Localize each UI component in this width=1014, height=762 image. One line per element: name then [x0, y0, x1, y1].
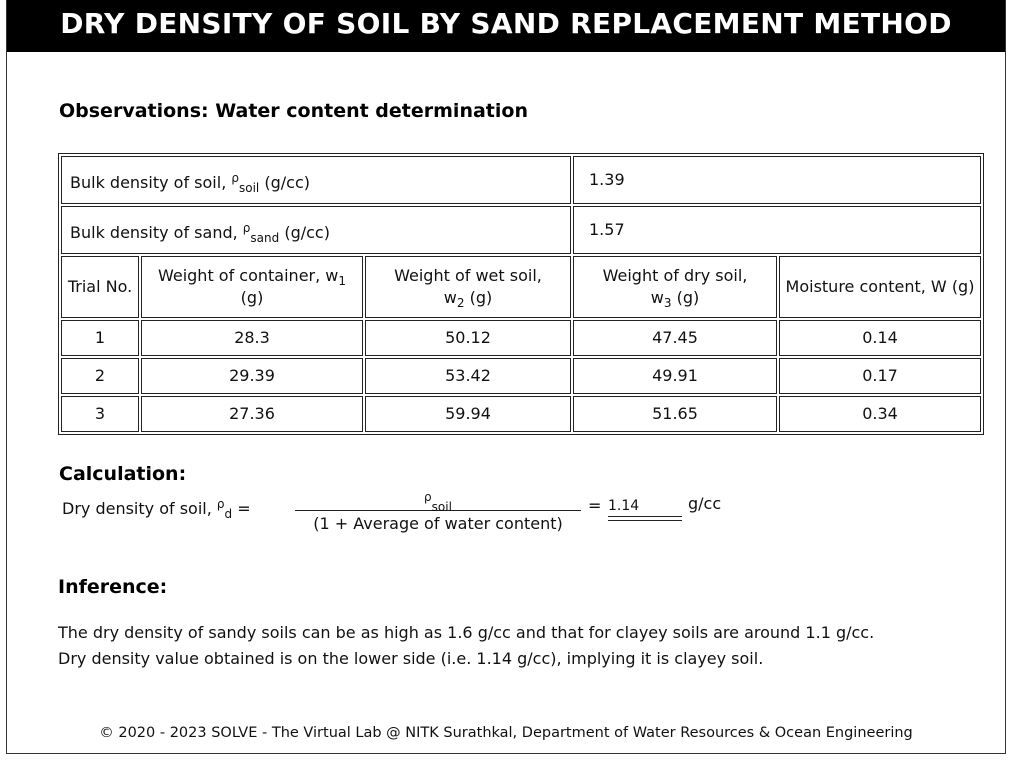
formula-numerator: ρsoil: [424, 490, 452, 514]
cell-moisture: 0.34: [779, 396, 981, 432]
inference-line-2: Dry density value obtained is on the low…: [58, 649, 764, 668]
result-unit: g/cc: [688, 494, 722, 513]
cell-w1: 29.39: [141, 358, 363, 394]
bulk-soil-value: 1.39: [573, 156, 981, 204]
table-header-row: Trial No. Weight of container, w1 (g) Wei…: [61, 256, 981, 318]
cell-moisture: 0.17: [779, 358, 981, 394]
cell-w2: 59.94: [365, 396, 571, 432]
calculation-heading: Calculation:: [59, 463, 187, 485]
footer-copyright: © 2020 - 2023 SOLVE - The Virtual Lab @ …: [99, 725, 913, 741]
table-row-bulk-sand: Bulk density of sand, ρsand (g/cc) 1.57: [61, 206, 981, 254]
header-w3: Weight of dry soil, w3 (g): [573, 256, 777, 318]
page-frame: DRY DENSITY OF SOIL BY SAND REPLACEMENT …: [6, 0, 1006, 754]
dry-density-label: Dry density of soil, ρd =: [62, 497, 251, 521]
page-title: DRY DENSITY OF SOIL BY SAND REPLACEMENT …: [7, 0, 1005, 52]
cell-moisture: 0.14: [779, 320, 981, 356]
observations-table: Bulk density of soil, ρsoil (g/cc) 1.39 …: [58, 153, 984, 435]
table-row: 3 27.36 59.94 51.65 0.34: [61, 396, 981, 432]
bulk-sand-value: 1.57: [573, 206, 981, 254]
bulk-sand-label: Bulk density of sand, ρsand (g/cc): [61, 206, 571, 254]
cell-trial: 1: [61, 320, 139, 356]
cell-w1: 27.36: [141, 396, 363, 432]
table-row: 1 28.3 50.12 47.45 0.14: [61, 320, 981, 356]
table-row-bulk-soil: Bulk density of soil, ρsoil (g/cc) 1.39: [61, 156, 981, 204]
dry-density-formula: ρsoil (1 + Average of water content): [295, 486, 581, 535]
cell-w3: 51.65: [573, 396, 777, 432]
header-moisture: Moisture content, W (g): [779, 256, 981, 318]
table-row: 2 29.39 53.42 49.91 0.17: [61, 358, 981, 394]
cell-w2: 50.12: [365, 320, 571, 356]
bulk-soil-label: Bulk density of soil, ρsoil (g/cc): [61, 156, 571, 204]
formula-denominator: (1 + Average of water content): [313, 514, 563, 533]
observations-heading: Observations: Water content determinatio…: [59, 100, 528, 122]
cell-trial: 3: [61, 396, 139, 432]
result-equals: =: [588, 496, 602, 515]
dry-density-result: 1.14: [608, 496, 682, 517]
inference-line-1: The dry density of sandy soils can be as…: [58, 623, 875, 642]
fraction-bar: [295, 510, 581, 511]
cell-w3: 49.91: [573, 358, 777, 394]
cell-w1: 28.3: [141, 320, 363, 356]
cell-w3: 47.45: [573, 320, 777, 356]
inference-heading: Inference:: [58, 576, 168, 598]
cell-trial: 2: [61, 358, 139, 394]
header-trial: Trial No.: [61, 256, 139, 318]
header-w1: Weight of container, w1 (g): [141, 256, 363, 318]
cell-w2: 53.42: [365, 358, 571, 394]
result-double-underline: [608, 520, 682, 521]
header-w2: Weight of wet soil, w2 (g): [365, 256, 571, 318]
inference-text: The dry density of sandy soils can be as…: [58, 620, 978, 672]
